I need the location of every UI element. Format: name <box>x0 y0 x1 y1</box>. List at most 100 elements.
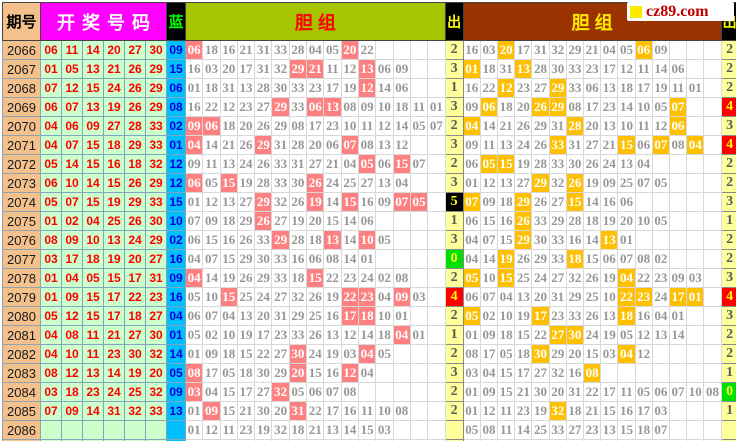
dan-cell: 32 <box>288 287 308 307</box>
dan-cell: 09 <box>392 59 411 79</box>
dan-hit-cell: 05 <box>409 192 429 212</box>
hit-count-left: 2 <box>444 344 464 364</box>
dan-cell: 31 <box>548 287 567 307</box>
dan-cell: 01 <box>409 325 429 345</box>
red-ball: 07 <box>40 78 62 98</box>
hit-count-right: 2 <box>720 173 736 193</box>
dan-cell <box>409 344 429 364</box>
dan-cell <box>703 135 722 155</box>
red-ball: 09 <box>61 287 83 307</box>
dan-hit-cell: 15 <box>617 135 636 155</box>
red-ball: 13 <box>82 59 104 79</box>
dan-cell: 15 <box>582 344 602 364</box>
dan-cell: 30 <box>548 59 567 79</box>
dan-cell: 26 <box>254 116 273 136</box>
red-ball: 15 <box>82 154 104 174</box>
dan-cell: 09 <box>184 154 204 174</box>
dan-hit-cell: 06 <box>184 40 204 60</box>
dan-hit-cell: 05 <box>479 154 499 174</box>
dan-cell: 05 <box>323 40 342 60</box>
dan-cell: 17 <box>514 40 533 60</box>
dan-hit-cell: 13 <box>357 59 377 79</box>
dan-cell: 14 <box>668 325 688 345</box>
dan-cell <box>409 401 429 421</box>
blue-ball: 16 <box>166 287 186 307</box>
dan-cell: 04 <box>479 363 499 383</box>
dan-hit-cell: 30 <box>565 325 584 345</box>
dan-cell <box>703 325 722 345</box>
dan-cell: 14 <box>323 192 342 212</box>
dan-cell: 23 <box>514 78 533 98</box>
dan-cell: 31 <box>254 40 273 60</box>
dan-cell: 24 <box>323 173 342 193</box>
dan-hit-cell: 04 <box>686 135 705 155</box>
issue-cell: 2068 <box>2 78 41 98</box>
red-ball: 17 <box>103 287 125 307</box>
dan-hit-cell: 26 <box>254 211 273 231</box>
dan-cell <box>686 97 705 117</box>
dan-cell: 24 <box>651 287 670 307</box>
dan-cell <box>427 268 446 288</box>
dan-hit-cell: 32 <box>271 382 290 402</box>
hit-count-right: 2 <box>720 230 736 250</box>
dan-cell: 18 <box>497 325 516 345</box>
dan-cell: 32 <box>565 268 584 288</box>
hit-count-right: 0 <box>720 382 736 402</box>
dan-cell: 11 <box>202 154 221 174</box>
dan-hit-cell: 29 <box>514 192 533 212</box>
dan-cell: 21 <box>236 40 256 60</box>
dan-hit-cell: 19 <box>497 249 516 269</box>
red-ball: 15 <box>82 287 104 307</box>
dan-cell: 06 <box>375 59 394 79</box>
dan-cell: 32 <box>548 363 567 383</box>
dan-cell: 29 <box>288 306 308 326</box>
dan-cell: 13 <box>375 135 394 155</box>
table-row: 2073 06 10 14 15 26 29 12 06 05 15 19 28 33 30 26 24 25 27… <box>2 173 736 193</box>
table-row: 2076 08 09 10 13 24 29 02 06 15 16 26 33 29 28 18 13 14 10… <box>2 230 736 250</box>
dan-cell: 14 <box>479 116 499 136</box>
blue-ball: 14 <box>166 344 186 364</box>
dan-cell: 15 <box>236 344 256 364</box>
red-ball: 03 <box>40 249 62 269</box>
dan-cell: 05 <box>462 420 481 440</box>
dan-cell <box>392 249 411 269</box>
dan-cell: 19 <box>600 268 619 288</box>
dan-hit-cell: 07 <box>668 97 688 117</box>
red-ball: 06 <box>40 97 62 117</box>
red-ball: 21 <box>103 59 125 79</box>
dan-cell: 17 <box>236 59 256 79</box>
dan-cell: 07 <box>202 306 221 326</box>
dan-cell <box>375 211 394 231</box>
dan-cell: 15 <box>497 363 516 383</box>
hit-count-right: 3 <box>720 268 736 288</box>
red-ball: 15 <box>82 306 104 326</box>
dan-cell: 16 <box>323 363 342 383</box>
dan-cell <box>375 363 394 383</box>
dan-cell <box>514 439 533 441</box>
red-ball: 14 <box>82 40 104 60</box>
red-ball <box>124 420 146 440</box>
dan-cell: 17 <box>634 78 653 98</box>
dan-cell: 09 <box>202 211 221 231</box>
cz89-logo[interactable]: cz89.com <box>627 2 734 21</box>
dan-cell: 05 <box>202 173 221 193</box>
dan-hit-cell: 13 <box>600 230 619 250</box>
dan-cell: 03 <box>202 59 221 79</box>
dan-hit-cell: 18 <box>357 306 377 326</box>
dan-cell: 13 <box>651 325 670 345</box>
hit-count-left <box>444 420 464 440</box>
dan-cell <box>392 211 411 231</box>
dan-cell: 23 <box>271 325 290 345</box>
dan-cell <box>703 268 722 288</box>
dan-cell: 17 <box>582 97 602 117</box>
dan-cell: 10 <box>686 382 705 402</box>
dan-cell: 20 <box>514 97 533 117</box>
dan-cell: 08 <box>357 135 377 155</box>
dan-cell: 12 <box>219 97 238 117</box>
dan-cell: 19 <box>651 78 670 98</box>
red-ball: 25 <box>124 382 146 402</box>
dan-cell: 28 <box>254 173 273 193</box>
dan-cell: 09 <box>375 192 394 212</box>
dan-cell: 19 <box>340 78 359 98</box>
dan-hit-cell: 15 <box>306 268 325 288</box>
